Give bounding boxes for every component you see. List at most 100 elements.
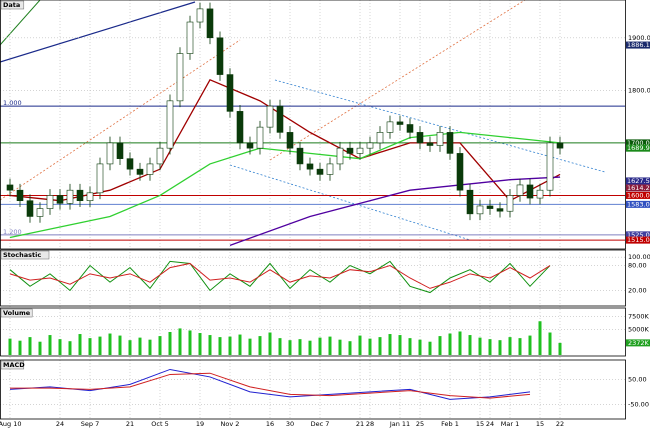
moving-average xyxy=(9,131,561,239)
volume-bar xyxy=(108,333,112,355)
candle-body xyxy=(136,168,144,175)
volume-bar xyxy=(198,333,202,355)
volume-bar xyxy=(68,341,72,355)
candle-body xyxy=(216,37,224,75)
volume-bar xyxy=(528,335,532,355)
volume-bar xyxy=(428,341,432,355)
candle-body xyxy=(6,184,14,191)
volume-bar xyxy=(168,332,172,355)
panel-title: Volume xyxy=(3,309,31,317)
candle-body xyxy=(376,132,384,144)
candle-body xyxy=(26,200,34,217)
candle-body xyxy=(196,8,204,23)
moving-average xyxy=(229,176,561,246)
candle-body xyxy=(386,121,394,133)
volume-bar xyxy=(18,340,22,355)
x-tick-label: Oct 5 xyxy=(151,420,168,428)
candle-body xyxy=(166,100,174,149)
volume-bar xyxy=(98,336,102,355)
candle-body xyxy=(466,189,474,215)
x-tick-label: Feb 1 xyxy=(441,420,459,428)
last-value-label: 2372K xyxy=(628,339,650,347)
candle-body xyxy=(326,163,334,175)
panel-title-box xyxy=(0,0,25,10)
candle-body xyxy=(506,195,514,212)
y-tick-label: 50.00 xyxy=(628,375,647,383)
panel-frame xyxy=(0,0,626,250)
candle-body xyxy=(46,195,54,209)
x-tick-label: 25 xyxy=(416,420,424,428)
volume-bar xyxy=(348,341,352,355)
price-label: 1700.00 xyxy=(627,139,650,147)
panel-title-box xyxy=(0,308,33,318)
candle-body xyxy=(206,8,214,39)
candle-body xyxy=(366,142,374,149)
volume-bar xyxy=(188,330,192,355)
candle-body xyxy=(66,189,74,204)
y-tick-label: 1900.00 xyxy=(628,34,650,42)
y-tick-label: 80.00 xyxy=(628,262,647,270)
candle-body xyxy=(236,111,244,144)
volume-bar xyxy=(308,340,312,355)
price-label: 1886.16 xyxy=(627,41,650,49)
x-tick-label: Mar 1 xyxy=(501,420,519,428)
price-label-box xyxy=(626,231,650,239)
trend-line xyxy=(0,1,196,63)
volume-bar xyxy=(38,341,42,355)
panel-title: Stochastic xyxy=(3,251,41,259)
candle-body xyxy=(536,189,544,199)
volume-bar xyxy=(228,336,232,355)
y-tick-label: 1800.00 xyxy=(628,86,650,94)
x-tick-label: 15 xyxy=(536,420,544,428)
volume-bar xyxy=(138,337,142,355)
x-tick-label: 24 xyxy=(486,420,494,428)
price-label-box xyxy=(626,184,650,192)
candle-body xyxy=(156,147,164,165)
candle-body xyxy=(436,132,444,146)
volume-bar xyxy=(458,331,462,355)
candle-body xyxy=(76,189,84,202)
volume-bar xyxy=(28,337,32,355)
volume-bar xyxy=(358,335,362,355)
candle-body xyxy=(556,142,564,149)
x-tick-label: 21 xyxy=(356,420,364,428)
candle-body xyxy=(286,132,294,149)
candle-body xyxy=(456,153,464,191)
candle-body xyxy=(186,21,194,54)
price-label-box xyxy=(626,236,650,244)
candle-body xyxy=(256,126,264,149)
x-tick-label: Aug 10 xyxy=(0,420,22,428)
volume-bar xyxy=(318,337,322,355)
volume-bar xyxy=(178,328,182,355)
candle-body xyxy=(526,184,534,199)
candle-body xyxy=(116,142,124,159)
volume-bar xyxy=(48,335,52,355)
candle-body xyxy=(276,105,284,133)
volume-bar xyxy=(518,338,522,355)
price-label: 1614.20 xyxy=(627,184,650,192)
volume-bar xyxy=(118,335,122,355)
candle-body xyxy=(96,163,104,194)
candle-body xyxy=(546,142,554,191)
level-label: 1.000 xyxy=(3,99,22,107)
candle-body xyxy=(306,163,314,170)
candle-body xyxy=(406,124,414,133)
volume-bar xyxy=(468,335,472,355)
candle-body xyxy=(356,147,364,154)
price-label: 1583.00 xyxy=(627,200,650,208)
indicator-line xyxy=(9,262,551,289)
indicator-line xyxy=(10,372,531,399)
x-tick-label: 19 xyxy=(196,420,204,428)
x-tick-label: 30 xyxy=(286,420,294,428)
candle-body xyxy=(86,192,94,202)
volume-bar xyxy=(408,338,412,355)
x-tick-label: Sep 7 xyxy=(81,420,99,428)
price-label: 1515.00 xyxy=(627,236,650,244)
panel-title: MACD xyxy=(3,361,25,369)
candle-body xyxy=(476,205,484,215)
x-tick-label: 15 xyxy=(476,420,484,428)
volume-bar xyxy=(248,338,252,355)
price-label: 1689.96 xyxy=(627,144,650,152)
price-label-box xyxy=(626,200,650,208)
